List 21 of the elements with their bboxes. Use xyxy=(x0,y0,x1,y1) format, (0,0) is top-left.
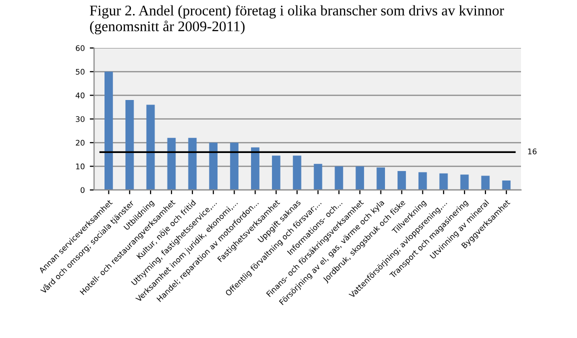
bar xyxy=(272,156,280,190)
bar xyxy=(292,156,302,190)
bar xyxy=(125,100,134,190)
bar xyxy=(146,104,155,190)
bar xyxy=(418,172,427,190)
bar xyxy=(376,167,385,190)
bar xyxy=(334,166,344,190)
bar xyxy=(251,147,260,190)
bar xyxy=(356,166,364,190)
bar xyxy=(481,176,490,190)
bar xyxy=(314,164,322,190)
bar xyxy=(104,72,113,190)
bar xyxy=(460,174,469,190)
bar xyxy=(230,142,238,190)
bar xyxy=(167,138,176,190)
bar xyxy=(209,142,218,190)
bar xyxy=(398,171,406,190)
bar xyxy=(188,138,197,190)
chart-title: Figur 2. Andel (procent) företag i olika branscher som drivs av kvinnor (genomsnitt år 2009-2011) xyxy=(90,5,504,34)
bar xyxy=(439,173,448,190)
bar xyxy=(502,180,511,190)
